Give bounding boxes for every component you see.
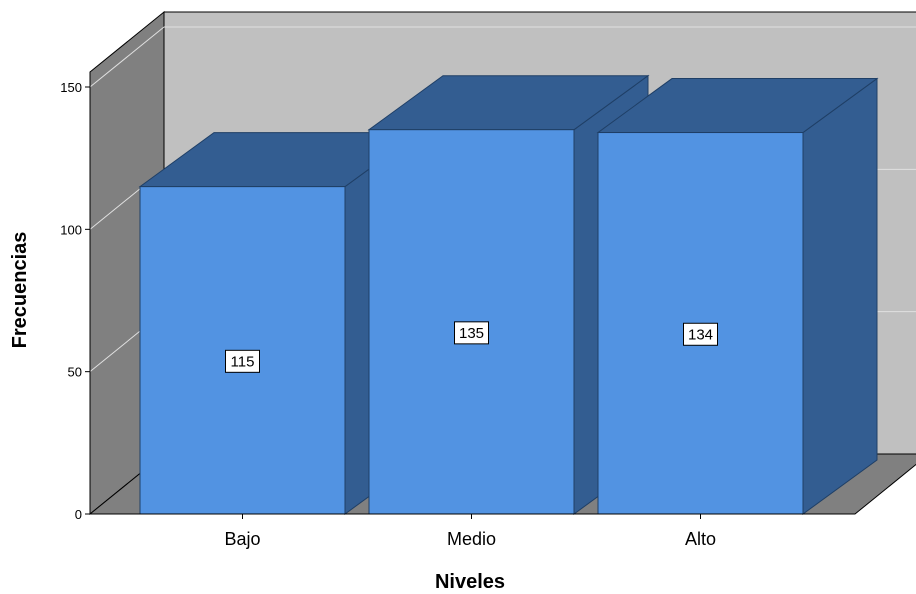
data-label: 134 (683, 322, 718, 346)
data-label: 135 (454, 321, 489, 345)
y-tick-label: 150 (60, 80, 82, 95)
y-tick-label: 100 (60, 222, 82, 237)
bar-alto: 134 (596, 77, 879, 515)
bar-side (802, 77, 878, 515)
x-tick-label: Alto (685, 529, 716, 549)
y-axis-title: Frecuencias (9, 232, 31, 349)
x-axis: Bajo Medio Alto (90, 513, 855, 549)
data-label: 115 (225, 349, 260, 373)
y-tick-label: 0 (75, 507, 82, 522)
x-tick-label: Medio (447, 529, 496, 549)
data-label-box (454, 321, 489, 345)
data-label-box (683, 322, 718, 346)
data-label-text: 115 (231, 353, 255, 370)
gridline-left-150 (89, 26, 165, 88)
y-axis: 0 50 100 150 (60, 72, 91, 522)
y-tick-label: 50 (68, 365, 82, 380)
bars: 115 135 134 (138, 74, 879, 515)
data-label-box (225, 349, 260, 373)
x-tick-label: Bajo (224, 529, 260, 549)
x-axis-title: Niveles (435, 571, 505, 593)
data-label-text: 134 (688, 326, 713, 343)
data-label-text: 135 (459, 325, 484, 342)
